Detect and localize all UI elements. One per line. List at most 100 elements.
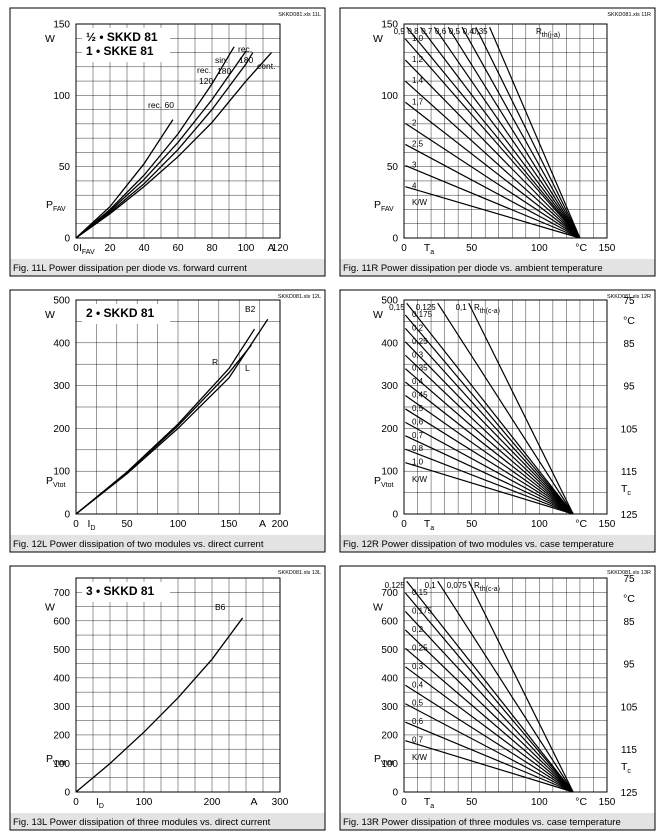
- rth-label: 0,1: [425, 581, 437, 590]
- rth-label: 0,6: [435, 27, 447, 36]
- rth-ray: [420, 26, 581, 239]
- rth-ray: [405, 186, 581, 239]
- curve-label: rec.: [197, 65, 211, 75]
- y-axis-label: PVtot: [374, 475, 394, 489]
- curve-label: B6: [215, 602, 226, 612]
- rth-ray: [489, 26, 581, 239]
- x-tick-label: 100: [531, 797, 548, 808]
- rth-label: 0,1: [456, 303, 468, 312]
- x-tick-label: 50: [466, 243, 478, 254]
- y2-tick-label: 95: [623, 382, 635, 393]
- y-axis-unit: W: [45, 601, 55, 613]
- rth-ray: [404, 328, 574, 515]
- x-axis-label: IFAV: [79, 242, 95, 256]
- series-curve: [75, 46, 235, 239]
- rth-label: 4: [412, 182, 417, 191]
- panel-frame: [339, 289, 656, 553]
- rth-label: 0,25: [412, 643, 428, 652]
- x-tick-label: 0: [73, 797, 79, 808]
- rth-symbol: Rth(j-a): [536, 27, 560, 39]
- file-reference: SKKD081.xls 11R: [607, 12, 651, 18]
- series-curve: [75, 50, 247, 239]
- rth-ray: [406, 302, 574, 515]
- rth-label: 0,25: [412, 337, 428, 346]
- y-axis-unit: W: [373, 601, 383, 613]
- y2-tick-label: 125: [621, 510, 638, 521]
- y-axis-label: PVtot: [46, 475, 66, 489]
- curve-label: sin.: [215, 55, 228, 65]
- rth-label: 0,4: [412, 377, 424, 386]
- plot-area: [75, 299, 281, 515]
- y2-tick-label: 85: [623, 339, 635, 350]
- rth-ray: [404, 611, 574, 793]
- y-tick-label: 0: [392, 788, 398, 799]
- file-reference: SKKD081.xls 12L: [278, 294, 321, 300]
- rth-ray: [405, 143, 581, 239]
- y-tick-label: 400: [53, 338, 70, 349]
- y-tick-label: 400: [381, 673, 398, 684]
- y-tick-label: 200: [381, 730, 398, 741]
- y-tick-label: 0: [392, 234, 398, 245]
- x-axis-label: ID: [88, 518, 96, 532]
- rth-ray: [404, 592, 574, 793]
- x-axis-label: Ta: [424, 518, 434, 532]
- x-tick-label: 150: [599, 243, 616, 254]
- rth-ray: [468, 302, 574, 515]
- figure-caption: Fig. 11L Power dissipation per diode vs.…: [13, 263, 247, 274]
- rth-symbol: Rth(c-a): [474, 303, 500, 315]
- curve-label: 180: [217, 66, 231, 76]
- rth-ray: [404, 38, 581, 239]
- y-axis-label: PVtot: [374, 753, 394, 767]
- rth-label: 0,15: [412, 588, 428, 597]
- figure-caption: Fig. 11R Power dissipation per diode vs.…: [343, 263, 603, 274]
- file-reference: SKKD081.xls 13R: [607, 570, 651, 576]
- x-tick-label: 150: [221, 519, 238, 530]
- chart-panel-13L: Fig. 13L Power dissipation of three modu…: [9, 565, 326, 831]
- y-tick-label: 300: [381, 702, 398, 713]
- y2-tick-label: 125: [621, 788, 638, 799]
- y-tick-label: 400: [381, 338, 398, 349]
- rth-ray: [405, 721, 574, 793]
- rth-label: 0,7: [412, 431, 424, 440]
- rth-symbol: Rth(c-a): [474, 581, 500, 593]
- y-tick-label: 0: [64, 788, 70, 799]
- chart-panel-11L: Fig. 11L Power dissipation per diode vs.…: [9, 7, 326, 277]
- chart-title: 2 • SKKD 81: [86, 306, 155, 320]
- y-tick-label: 600: [381, 616, 398, 627]
- panel-frame: [9, 289, 326, 553]
- chart-panel-13R: Fig. 13R Power dissipation of three modu…: [339, 565, 656, 831]
- rth-label: 3: [412, 161, 417, 170]
- rth-label: 0,125: [416, 303, 437, 312]
- x-tick-label: 80: [206, 243, 218, 254]
- series-curve: [75, 119, 174, 239]
- series-curve: [75, 328, 256, 515]
- caption-bar: [340, 259, 655, 276]
- panel-frame: [339, 565, 656, 831]
- rth-label: 1,0: [412, 34, 424, 43]
- y-tick-label: 100: [53, 759, 70, 770]
- rth-label: 1,7: [412, 97, 424, 106]
- y-tick-label: 200: [381, 424, 398, 435]
- series-curve: [75, 52, 272, 239]
- rth-ray: [406, 26, 581, 239]
- x-tick-label: 0: [73, 243, 79, 254]
- caption-bar: [340, 535, 655, 552]
- x-axis-unit: A: [250, 796, 257, 808]
- rth-ray: [447, 26, 581, 239]
- rth-ray: [405, 462, 574, 515]
- figure-caption: Fig. 13R Power dissipation of three modu…: [343, 817, 621, 828]
- rth-ray: [405, 703, 574, 793]
- y-tick-label: 0: [64, 234, 70, 245]
- plot-area: [75, 577, 281, 793]
- rth-ray: [405, 408, 574, 515]
- y-tick-label: 200: [53, 424, 70, 435]
- y2-axis-unit: °C: [623, 593, 635, 605]
- rth-label: 0,9: [394, 27, 406, 36]
- caption-bar: [340, 813, 655, 830]
- rth-label: 0,4: [463, 27, 475, 36]
- curve-label: 120: [199, 76, 213, 86]
- x-axis-unit: A: [267, 242, 274, 254]
- y-axis-label: PFAV: [374, 199, 394, 213]
- curve-label: rec. 60: [148, 100, 174, 110]
- x-tick-label: 0: [401, 519, 407, 530]
